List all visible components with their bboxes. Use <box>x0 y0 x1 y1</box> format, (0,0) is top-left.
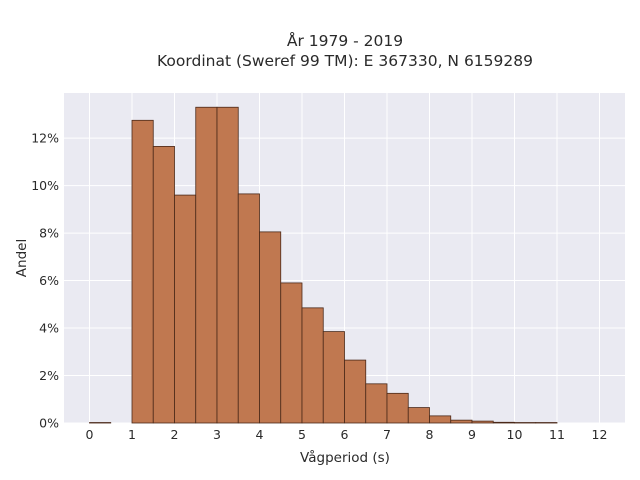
histogram-bar <box>195 106 218 424</box>
histogram-bar <box>535 422 558 424</box>
x-tick-label: 10 <box>507 427 523 442</box>
histogram-bar <box>280 282 303 424</box>
x-tick-label: 8 <box>426 427 434 442</box>
histogram-bar <box>365 383 388 424</box>
y-axis-label: Andel <box>14 239 30 277</box>
histogram-bar <box>471 420 494 424</box>
histogram-bar <box>514 422 537 424</box>
y-tick-label: 10% <box>31 178 59 193</box>
x-axis-label: Vågperiod (s) <box>300 449 390 466</box>
histogram-bar <box>429 415 452 424</box>
histogram-bar <box>450 419 473 424</box>
y-tick-label: 2% <box>39 368 59 383</box>
x-tick-label: 4 <box>256 427 264 442</box>
histogram-bar <box>386 392 409 424</box>
histogram-bar <box>492 421 515 424</box>
x-tick-label: 9 <box>468 427 476 442</box>
x-tick-label: 11 <box>549 427 565 442</box>
x-axis-ticks: 0 1 2 3 4 5 6 7 8 9 10 11 12 <box>86 427 608 442</box>
x-tick-label: 6 <box>341 427 349 442</box>
histogram-bar <box>216 106 239 424</box>
y-tick-label: 0% <box>39 416 59 431</box>
y-axis-ticks: 0% 2% 4% 6% 8% 10% 12% <box>31 131 59 431</box>
chart-title-line1: År 1979 - 2019 <box>287 31 403 50</box>
y-tick-label: 12% <box>31 131 59 146</box>
histogram-bar <box>89 422 112 424</box>
chart-title-line2: Koordinat (Sweref 99 TM): E 367330, N 61… <box>157 52 533 70</box>
histogram-bar <box>131 119 154 424</box>
histogram-bar <box>322 331 345 424</box>
bars <box>89 106 558 424</box>
histogram-bar <box>237 193 260 424</box>
histogram-bar <box>152 146 175 424</box>
x-tick-label: 7 <box>383 427 391 442</box>
histogram-bar <box>301 307 324 424</box>
x-tick-label: 3 <box>213 427 221 442</box>
x-tick-label: 2 <box>171 427 179 442</box>
y-tick-label: 8% <box>39 226 59 241</box>
x-tick-label: 1 <box>128 427 136 442</box>
y-tick-label: 6% <box>39 273 59 288</box>
histogram-bar <box>174 194 197 424</box>
histogram-bar <box>344 359 367 424</box>
x-tick-label: 5 <box>298 427 306 442</box>
x-tick-label: 12 <box>592 427 608 442</box>
y-tick-label: 4% <box>39 321 59 336</box>
histogram-bar <box>259 231 282 424</box>
x-tick-label: 0 <box>86 427 94 442</box>
histogram-bar <box>407 407 430 424</box>
